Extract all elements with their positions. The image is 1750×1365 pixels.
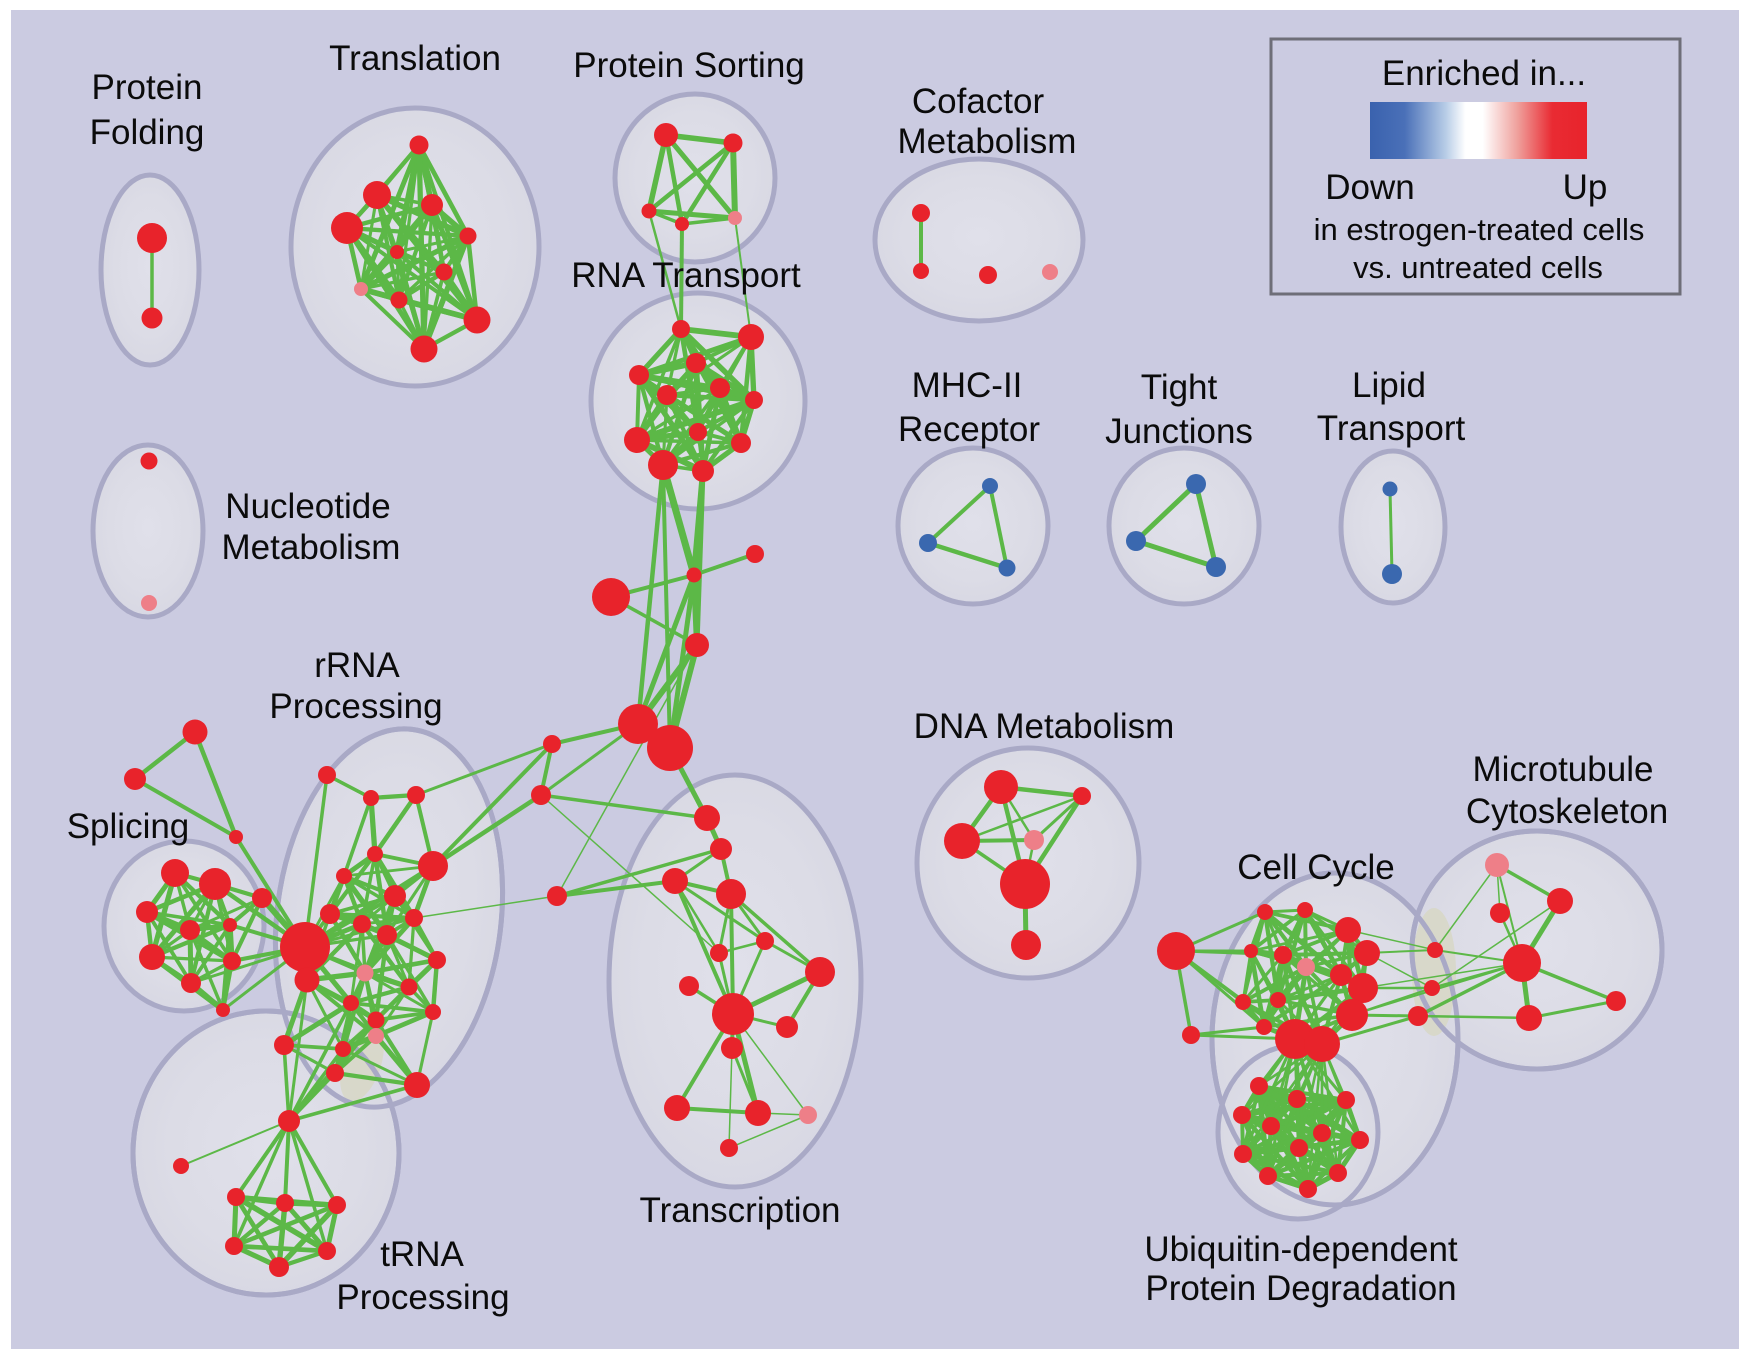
svg-text:Up: Up [1563,168,1608,207]
svg-text:Metabolism: Metabolism [898,122,1077,161]
svg-text:Processing: Processing [336,1278,509,1317]
svg-text:Transcription: Transcription [640,1191,841,1230]
svg-text:Receptor: Receptor [898,410,1040,449]
svg-text:tRNA: tRNA [380,1235,464,1274]
svg-text:MHC-II: MHC-II [912,366,1023,405]
svg-text:Junctions: Junctions [1105,412,1253,451]
svg-text:Enriched in...: Enriched in... [1382,54,1586,93]
svg-text:rRNA: rRNA [314,646,400,685]
svg-text:Cofactor: Cofactor [912,82,1045,121]
svg-text:Splicing: Splicing [67,807,190,846]
svg-text:Protein: Protein [92,68,203,107]
svg-text:Lipid: Lipid [1352,366,1426,405]
svg-text:Tight: Tight [1141,368,1218,407]
svg-text:Translation: Translation [329,39,501,78]
svg-text:Ubiquitin-dependent: Ubiquitin-dependent [1144,1230,1458,1269]
svg-text:Down: Down [1325,168,1414,207]
svg-text:Nucleotide: Nucleotide [225,487,390,526]
svg-text:in estrogen-treated cells: in estrogen-treated cells [1314,212,1645,247]
svg-text:Cell Cycle: Cell Cycle [1237,848,1395,887]
svg-text:vs. untreated cells: vs. untreated cells [1353,250,1603,285]
svg-text:Protein Sorting: Protein Sorting [573,46,805,85]
svg-text:Folding: Folding [90,113,205,152]
svg-text:Metabolism: Metabolism [222,528,401,567]
svg-text:DNA Metabolism: DNA Metabolism [914,707,1175,746]
svg-text:RNA Transport: RNA Transport [571,256,801,295]
svg-text:Cytoskeleton: Cytoskeleton [1466,792,1668,831]
svg-text:Protein Degradation: Protein Degradation [1145,1269,1456,1308]
svg-text:Transport: Transport [1317,409,1466,448]
svg-text:Processing: Processing [269,687,442,726]
svg-text:Microtubule: Microtubule [1473,750,1654,789]
